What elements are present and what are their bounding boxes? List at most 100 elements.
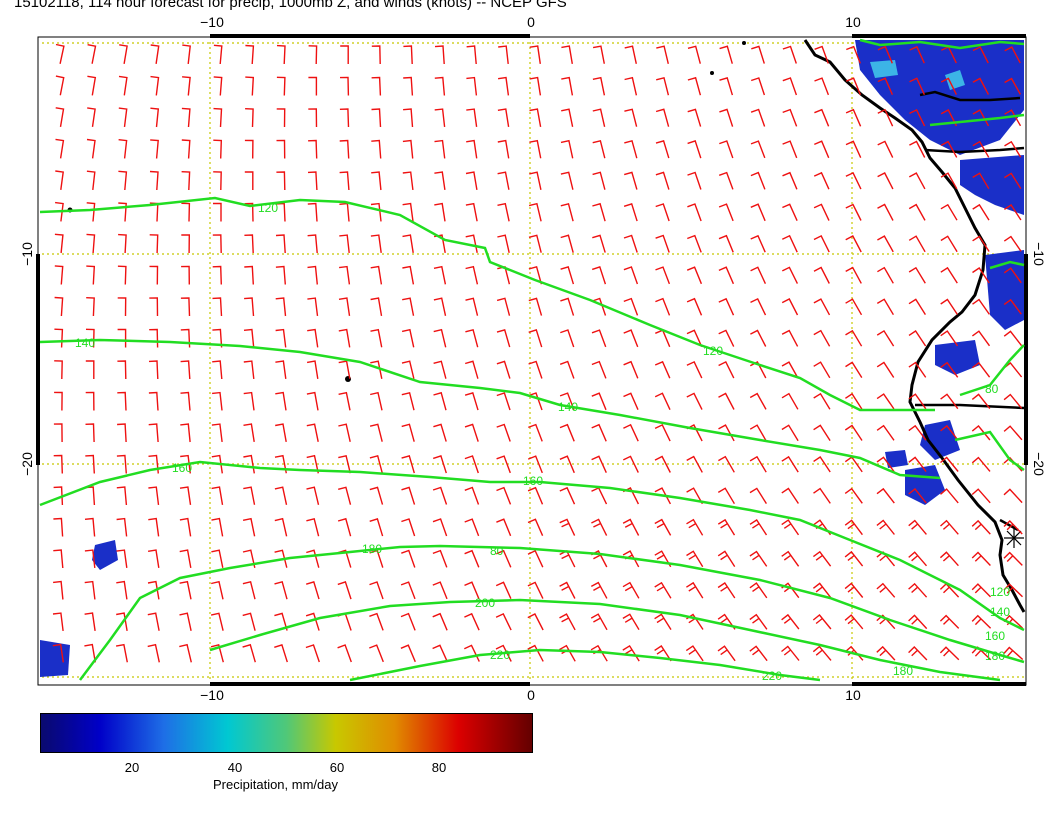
- wind-barb: [1003, 330, 1023, 347]
- wind-barb: [245, 44, 255, 65]
- wind-barb: [654, 581, 672, 599]
- wind-barb: [212, 265, 222, 285]
- wind-barb: [971, 330, 991, 347]
- wind-barb: [908, 424, 927, 441]
- wind-barb: [149, 265, 159, 285]
- wind-barb: [908, 551, 928, 567]
- wind-barb: [655, 108, 670, 127]
- wind-barb: [527, 549, 544, 568]
- wind-barb: [85, 360, 95, 379]
- wind-barb: [1003, 646, 1024, 661]
- wind-barb: [655, 266, 671, 285]
- wind-barb: [339, 265, 351, 285]
- wind-barb: [813, 298, 831, 316]
- wind-barb: [85, 454, 95, 474]
- wind-barb: [529, 139, 542, 159]
- wind-barb: [497, 234, 510, 253]
- wind-barb: [338, 297, 351, 317]
- wind-barb: [591, 329, 607, 348]
- wind-barb: [465, 265, 479, 285]
- wind-barb: [972, 235, 990, 252]
- wind-barb: [371, 139, 382, 159]
- wind-barbs: [52, 43, 1024, 663]
- wind-barb: [590, 613, 608, 631]
- wind-barb: [149, 297, 159, 317]
- wind-barb: [243, 360, 255, 379]
- frame-bar-top: [210, 34, 530, 38]
- colorbar-tick: 60: [329, 760, 345, 775]
- frame-bar-bottom: [210, 682, 530, 686]
- wind-barb: [182, 76, 191, 96]
- wind-barb: [908, 646, 928, 661]
- wind-barb: [401, 391, 415, 411]
- left-tick: −20: [19, 452, 35, 476]
- wind-barb: [87, 44, 97, 64]
- wind-barb: [813, 234, 830, 253]
- wind-barb: [401, 549, 416, 568]
- wind-barb: [782, 171, 798, 190]
- wind-barb: [370, 297, 383, 317]
- wind-barb: [244, 202, 254, 222]
- wind-barb: [275, 265, 286, 285]
- wind-barb: [559, 518, 576, 536]
- wind-barb: [718, 203, 734, 222]
- wind-barb: [338, 391, 351, 411]
- wind-barb: [308, 139, 318, 159]
- wind-barb: [371, 45, 381, 65]
- wind-barb: [84, 612, 96, 632]
- wind-barb: [54, 233, 64, 254]
- wind-barb: [972, 140, 990, 158]
- wind-barb: [908, 172, 926, 190]
- wind-barb: [527, 644, 544, 662]
- wind-barb: [339, 234, 350, 253]
- wind-barb: [686, 297, 703, 316]
- wind-barb: [782, 140, 798, 159]
- wind-barb: [529, 45, 541, 65]
- wind-barb: [750, 329, 767, 347]
- wind-barb: [116, 612, 128, 632]
- wind-barb: [119, 44, 128, 65]
- wind-barb: [718, 234, 734, 253]
- wind-barb: [53, 580, 64, 600]
- wind-barb: [401, 455, 415, 474]
- wind-barb: [559, 360, 575, 379]
- wind-barb: [275, 328, 287, 348]
- wind-barb: [940, 361, 959, 378]
- wind-barb: [623, 423, 639, 442]
- contour-label: 180: [893, 664, 913, 678]
- wind-barb: [940, 109, 958, 127]
- wind-barb: [559, 455, 575, 474]
- wind-barb: [118, 202, 127, 222]
- wind-barb: [781, 361, 799, 379]
- wind-barb: [54, 360, 63, 380]
- wind-barb: [212, 360, 223, 380]
- wind-barb: [84, 643, 96, 663]
- wind-barb: [52, 643, 64, 663]
- wind-barb: [182, 44, 191, 64]
- wind-barb: [972, 172, 990, 190]
- wind-barb: [814, 108, 830, 127]
- wind-barb: [939, 551, 959, 567]
- wind-barb: [464, 455, 479, 474]
- wind-barb: [495, 581, 512, 599]
- wind-barb: [213, 171, 222, 191]
- wind-barb: [591, 455, 607, 473]
- wind-barb: [118, 107, 128, 127]
- wind-barb: [306, 549, 320, 568]
- wind-barb: [55, 43, 65, 64]
- wind-barb: [1003, 298, 1022, 315]
- wind-barb: [623, 297, 639, 316]
- wind-barb: [55, 138, 65, 159]
- wind-barb: [211, 423, 223, 442]
- wind-barb: [877, 45, 893, 64]
- wind-barb: [655, 171, 670, 190]
- wind-barb: [971, 425, 991, 441]
- contour-label: 160: [985, 629, 1005, 643]
- wind-barb: [307, 171, 318, 191]
- wind-barb: [813, 456, 831, 473]
- wind-barb: [338, 486, 352, 505]
- wind-barb: [496, 518, 512, 537]
- wind-barb: [624, 139, 638, 159]
- wind-barb: [274, 612, 288, 631]
- wind-barb: [591, 423, 607, 442]
